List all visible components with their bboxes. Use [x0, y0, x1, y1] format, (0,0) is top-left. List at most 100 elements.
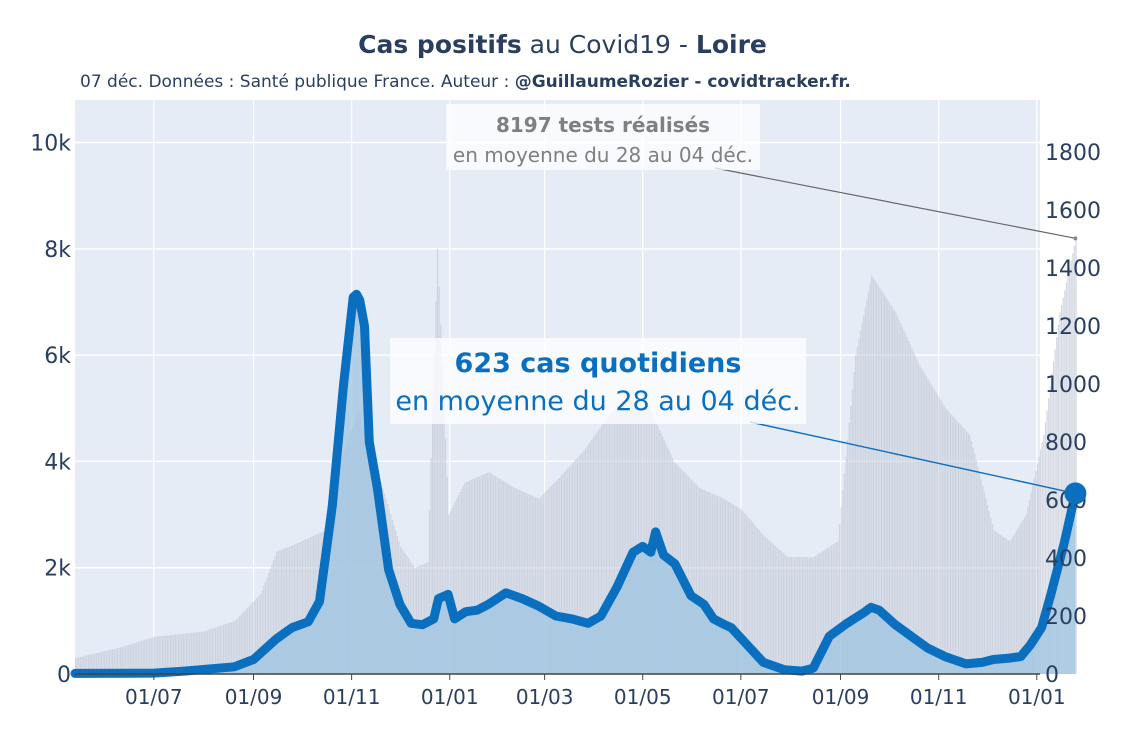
tests-bar: [805, 557, 807, 674]
tests-bar: [591, 439, 593, 674]
tests-bar: [707, 491, 709, 674]
left-tick-label: 8k: [44, 238, 71, 263]
tests-bar: [506, 482, 508, 674]
tests-bar: [234, 620, 236, 674]
tests-bar: [642, 405, 645, 674]
tests-bar: [507, 483, 509, 674]
tests-bar: [932, 387, 934, 674]
right-tick-label: 800: [1045, 431, 1087, 456]
tests-bar: [760, 532, 762, 674]
tests-bar: [883, 295, 886, 674]
tests-bar: [970, 441, 973, 674]
tests-bar: [203, 631, 205, 674]
tests-bar: [488, 472, 490, 674]
tests-bar: [949, 413, 952, 674]
tests-bar: [473, 478, 476, 674]
tests-bar: [86, 655, 88, 674]
tests-bar: [803, 557, 805, 674]
tests-bar: [456, 498, 458, 674]
tests-bar: [428, 510, 431, 674]
x-tick-label: 01/11: [323, 685, 381, 709]
tests-bar: [75, 658, 77, 674]
tests-bar: [549, 487, 551, 674]
tests-bar: [813, 557, 815, 674]
tests-bar: [526, 493, 529, 674]
tests-bar: [552, 483, 554, 674]
tests-bar: [711, 493, 714, 674]
right-tick-label: 1800: [1045, 141, 1101, 166]
tests-bar: [808, 557, 810, 674]
tests-bar: [837, 541, 839, 674]
tests-bar: [522, 491, 524, 674]
tests-bar: [801, 557, 804, 674]
tests-bar: [1046, 410, 1048, 674]
tests-bar: [285, 547, 287, 674]
tests-bar: [806, 557, 809, 674]
tests-bar: [699, 487, 701, 674]
tests-bar: [78, 657, 80, 674]
tests-bar: [869, 283, 871, 674]
tests-bar: [929, 381, 931, 674]
tests-bar: [756, 528, 759, 674]
tests-bar: [845, 456, 847, 674]
tests-bar: [874, 280, 876, 674]
tests-bar: [284, 548, 286, 674]
tests-bar: [444, 438, 447, 674]
tests-bar: [745, 514, 747, 674]
tests-bar: [213, 628, 215, 674]
tests-bar: [1068, 268, 1071, 674]
tests-bar: [647, 407, 649, 674]
tests-bar: [586, 446, 588, 674]
tests-bar: [227, 623, 230, 674]
tests-bar: [892, 307, 894, 674]
tests-bar: [777, 548, 780, 674]
tests-bar: [893, 310, 895, 674]
tests-bar: [994, 531, 997, 674]
tests-bar: [520, 490, 522, 674]
tests-bar: [485, 473, 487, 674]
tests-bar: [148, 638, 151, 674]
tests-bar: [224, 624, 226, 674]
tests-bar: [885, 297, 887, 674]
tests-bar: [129, 644, 131, 674]
tests-bar: [621, 401, 624, 674]
tests-bar: [128, 644, 130, 674]
tests-bar: [497, 478, 500, 674]
tests-bar: [953, 417, 955, 674]
subtitle-author: @GuillaumeRozier - covidtracker.fr.: [514, 72, 851, 92]
tests-bar: [784, 554, 786, 674]
tests-bar: [245, 609, 247, 674]
tests-bar: [800, 557, 802, 674]
tests-annotation-arrow: [714, 167, 1076, 239]
tests-bar: [269, 568, 271, 674]
tests-bar: [1044, 422, 1047, 674]
tests-bar: [486, 472, 489, 674]
tests-bar: [570, 464, 572, 674]
tests-bar: [723, 498, 725, 674]
tests-bar: [906, 337, 908, 674]
tests-bar: [795, 557, 797, 674]
tests-bar: [533, 496, 535, 674]
tests-bar: [261, 590, 263, 674]
tests-bar: [489, 473, 492, 674]
tests-bar: [644, 406, 646, 674]
tests-bar: [787, 557, 789, 674]
tests-bar: [1014, 533, 1016, 674]
tests-bar: [721, 497, 723, 674]
tests-bar: [152, 637, 154, 674]
tests-bar: [859, 331, 862, 674]
tests-bar: [243, 610, 246, 674]
tests-bar: [222, 624, 225, 674]
tests-bar: [1065, 282, 1068, 674]
chart-title: Cas positifs au Covid19 - Loire: [0, 30, 1125, 59]
tests-bar: [131, 643, 133, 674]
tests-bar: [758, 530, 760, 674]
tests-bar: [922, 371, 924, 674]
tests-bar: [1022, 519, 1024, 674]
tests-bar: [144, 639, 146, 674]
tests-bar: [961, 425, 963, 674]
tests-bar: [986, 504, 989, 674]
tests-bar: [710, 492, 712, 674]
tests-bar: [293, 544, 296, 674]
cases-line: [70, 289, 1080, 678]
